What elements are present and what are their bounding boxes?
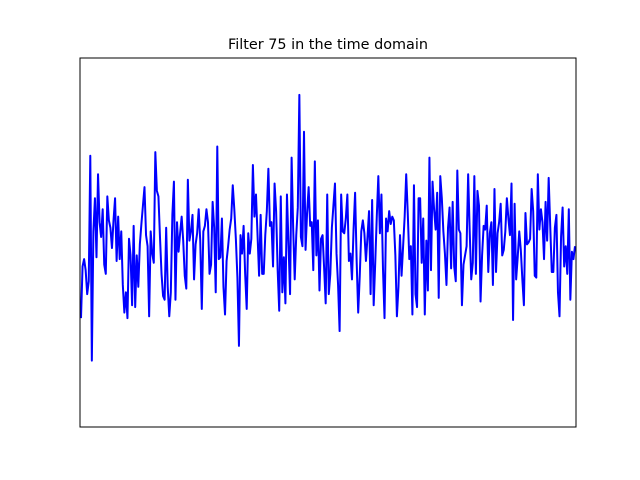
chart-title: Filter 75 in the time domain bbox=[228, 37, 428, 53]
series-line-0 bbox=[80, 93, 576, 362]
axes-frame bbox=[79, 57, 577, 428]
series-layer bbox=[80, 93, 576, 362]
plot-area bbox=[79, 57, 577, 428]
